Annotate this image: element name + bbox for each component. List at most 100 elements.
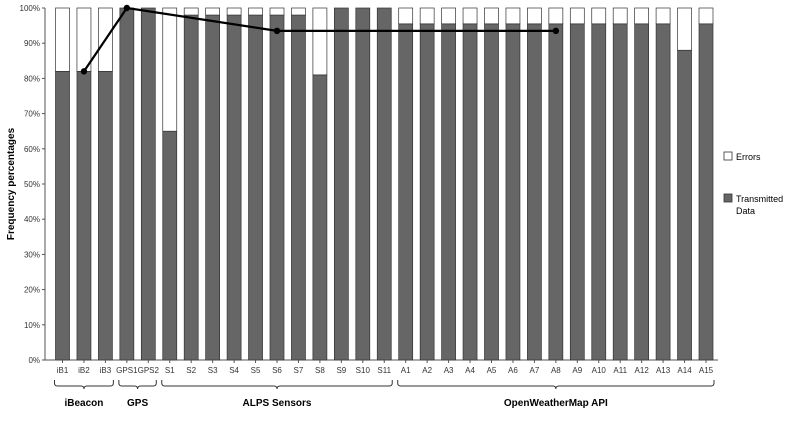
legend-label: Transmitted	[736, 194, 783, 204]
trend-point-A8	[552, 27, 560, 35]
x-tick-label: A10	[592, 366, 607, 375]
x-tick-label: S3	[208, 366, 218, 375]
x-tick-label: A15	[699, 366, 714, 375]
y-tick-label: 80%	[24, 74, 40, 83]
bar-transmitted-S7	[291, 14, 306, 361]
bar-errors-A6	[505, 7, 521, 25]
bar-transmitted-S8	[312, 74, 328, 361]
x-tick-label: A1	[401, 366, 411, 375]
bar-errors-S1	[162, 7, 178, 132]
bar-transmitted-GPS2	[140, 7, 156, 361]
y-tick-label: 90%	[24, 39, 40, 48]
bar-transmitted-A3	[441, 23, 456, 361]
bar-errors-A8	[548, 7, 564, 25]
x-tick-label: A5	[487, 366, 497, 375]
x-tick-label: A13	[656, 366, 671, 375]
x-tick-label: S4	[229, 366, 239, 375]
bar-errors-A11	[612, 7, 628, 25]
bar-transmitted-S5	[248, 14, 263, 361]
bar-transmitted-A13	[655, 23, 671, 361]
x-tick-label: iB3	[100, 366, 112, 375]
bar-transmitted-S3	[205, 14, 220, 361]
legend-label-cont: Data	[736, 206, 755, 216]
bar-transmitted-A6	[505, 23, 521, 361]
x-tick-label: A9	[572, 366, 582, 375]
x-tick-label: S2	[186, 366, 196, 375]
x-tick-label: A4	[465, 366, 475, 375]
group-label: GPS	[127, 398, 148, 409]
bar-errors-A15	[698, 7, 714, 25]
bar-errors-A5	[484, 7, 499, 25]
x-tick-label: A11	[613, 366, 627, 375]
bar-errors-S3	[205, 7, 220, 16]
bar-errors-S6	[269, 7, 285, 16]
bar-transmitted-A12	[634, 23, 650, 361]
group-brace	[397, 380, 715, 390]
bar-errors-iB1	[55, 7, 70, 72]
x-tick-label: iB2	[78, 366, 90, 375]
x-tick-label: GPS2	[138, 366, 160, 375]
bar-transmitted-A1	[398, 23, 414, 361]
bar-transmitted-A15	[698, 23, 714, 361]
bar-errors-S2	[183, 7, 199, 16]
trend-point-S6	[273, 27, 281, 35]
y-tick-label: 10%	[24, 321, 40, 330]
bar-errors-A4	[462, 7, 478, 25]
y-tick-label: 20%	[24, 286, 40, 295]
y-tick-label: 40%	[24, 215, 40, 224]
x-tick-label: S10	[356, 366, 371, 375]
bar-transmitted-iB3	[98, 71, 113, 361]
x-tick-label: S7	[294, 366, 304, 375]
y-tick-label: 100%	[20, 4, 40, 13]
bar-transmitted-A5	[484, 23, 499, 361]
bar-transmitted-S9	[334, 7, 349, 361]
x-tick-label: S6	[272, 366, 282, 375]
bar-errors-A1	[398, 7, 414, 25]
y-tick-label: 50%	[24, 180, 40, 189]
bar-transmitted-iB1	[55, 71, 70, 361]
x-tick-label: A14	[677, 366, 692, 375]
bar-errors-A9	[569, 7, 585, 25]
bar-errors-S7	[291, 7, 306, 16]
bar-transmitted-A11	[612, 23, 628, 361]
x-tick-label: S8	[315, 366, 325, 375]
bar-transmitted-iB2	[76, 71, 92, 361]
bar-transmitted-S1	[162, 130, 178, 361]
bar-transmitted-S11	[376, 7, 392, 361]
bar-errors-S8	[312, 7, 328, 76]
bar-errors-A2	[419, 7, 435, 25]
bar-transmitted-A2	[419, 23, 435, 361]
group-brace	[161, 380, 393, 390]
bar-transmitted-S2	[183, 14, 199, 361]
bar-transmitted-A7	[527, 23, 542, 361]
y-tick-label: 60%	[24, 145, 40, 154]
bar-transmitted-A4	[462, 23, 478, 361]
x-tick-label: A2	[422, 366, 432, 375]
bar-transmitted-A9	[569, 23, 585, 361]
x-tick-label: S1	[165, 366, 175, 375]
bar-errors-iB2	[76, 7, 92, 72]
bar-errors-A3	[441, 7, 456, 25]
bar-errors-A13	[655, 7, 671, 25]
legend-label: Errors	[736, 152, 761, 162]
x-tick-label: S11	[377, 366, 391, 375]
trend-point-iB2	[80, 68, 88, 75]
x-tick-label: GPS1	[116, 366, 138, 375]
y-tick-label: 0%	[28, 356, 40, 365]
x-tick-label: S5	[251, 366, 261, 375]
bar-transmitted-GPS1	[119, 7, 135, 361]
legend-swatch	[723, 193, 733, 203]
group-brace	[54, 380, 114, 390]
y-tick-label: 30%	[24, 250, 40, 259]
bar-transmitted-S4	[226, 14, 242, 361]
x-tick-label: A12	[635, 366, 650, 375]
bar-transmitted-A14	[677, 49, 692, 361]
trend-line	[83, 6, 556, 72]
bar-errors-A10	[591, 7, 607, 25]
legend-swatch	[723, 151, 733, 161]
x-tick-label: S9	[336, 366, 346, 375]
group-label: OpenWeatherMap API	[504, 398, 608, 409]
x-tick-label: A3	[444, 366, 454, 375]
bar-transmitted-A8	[548, 23, 564, 361]
